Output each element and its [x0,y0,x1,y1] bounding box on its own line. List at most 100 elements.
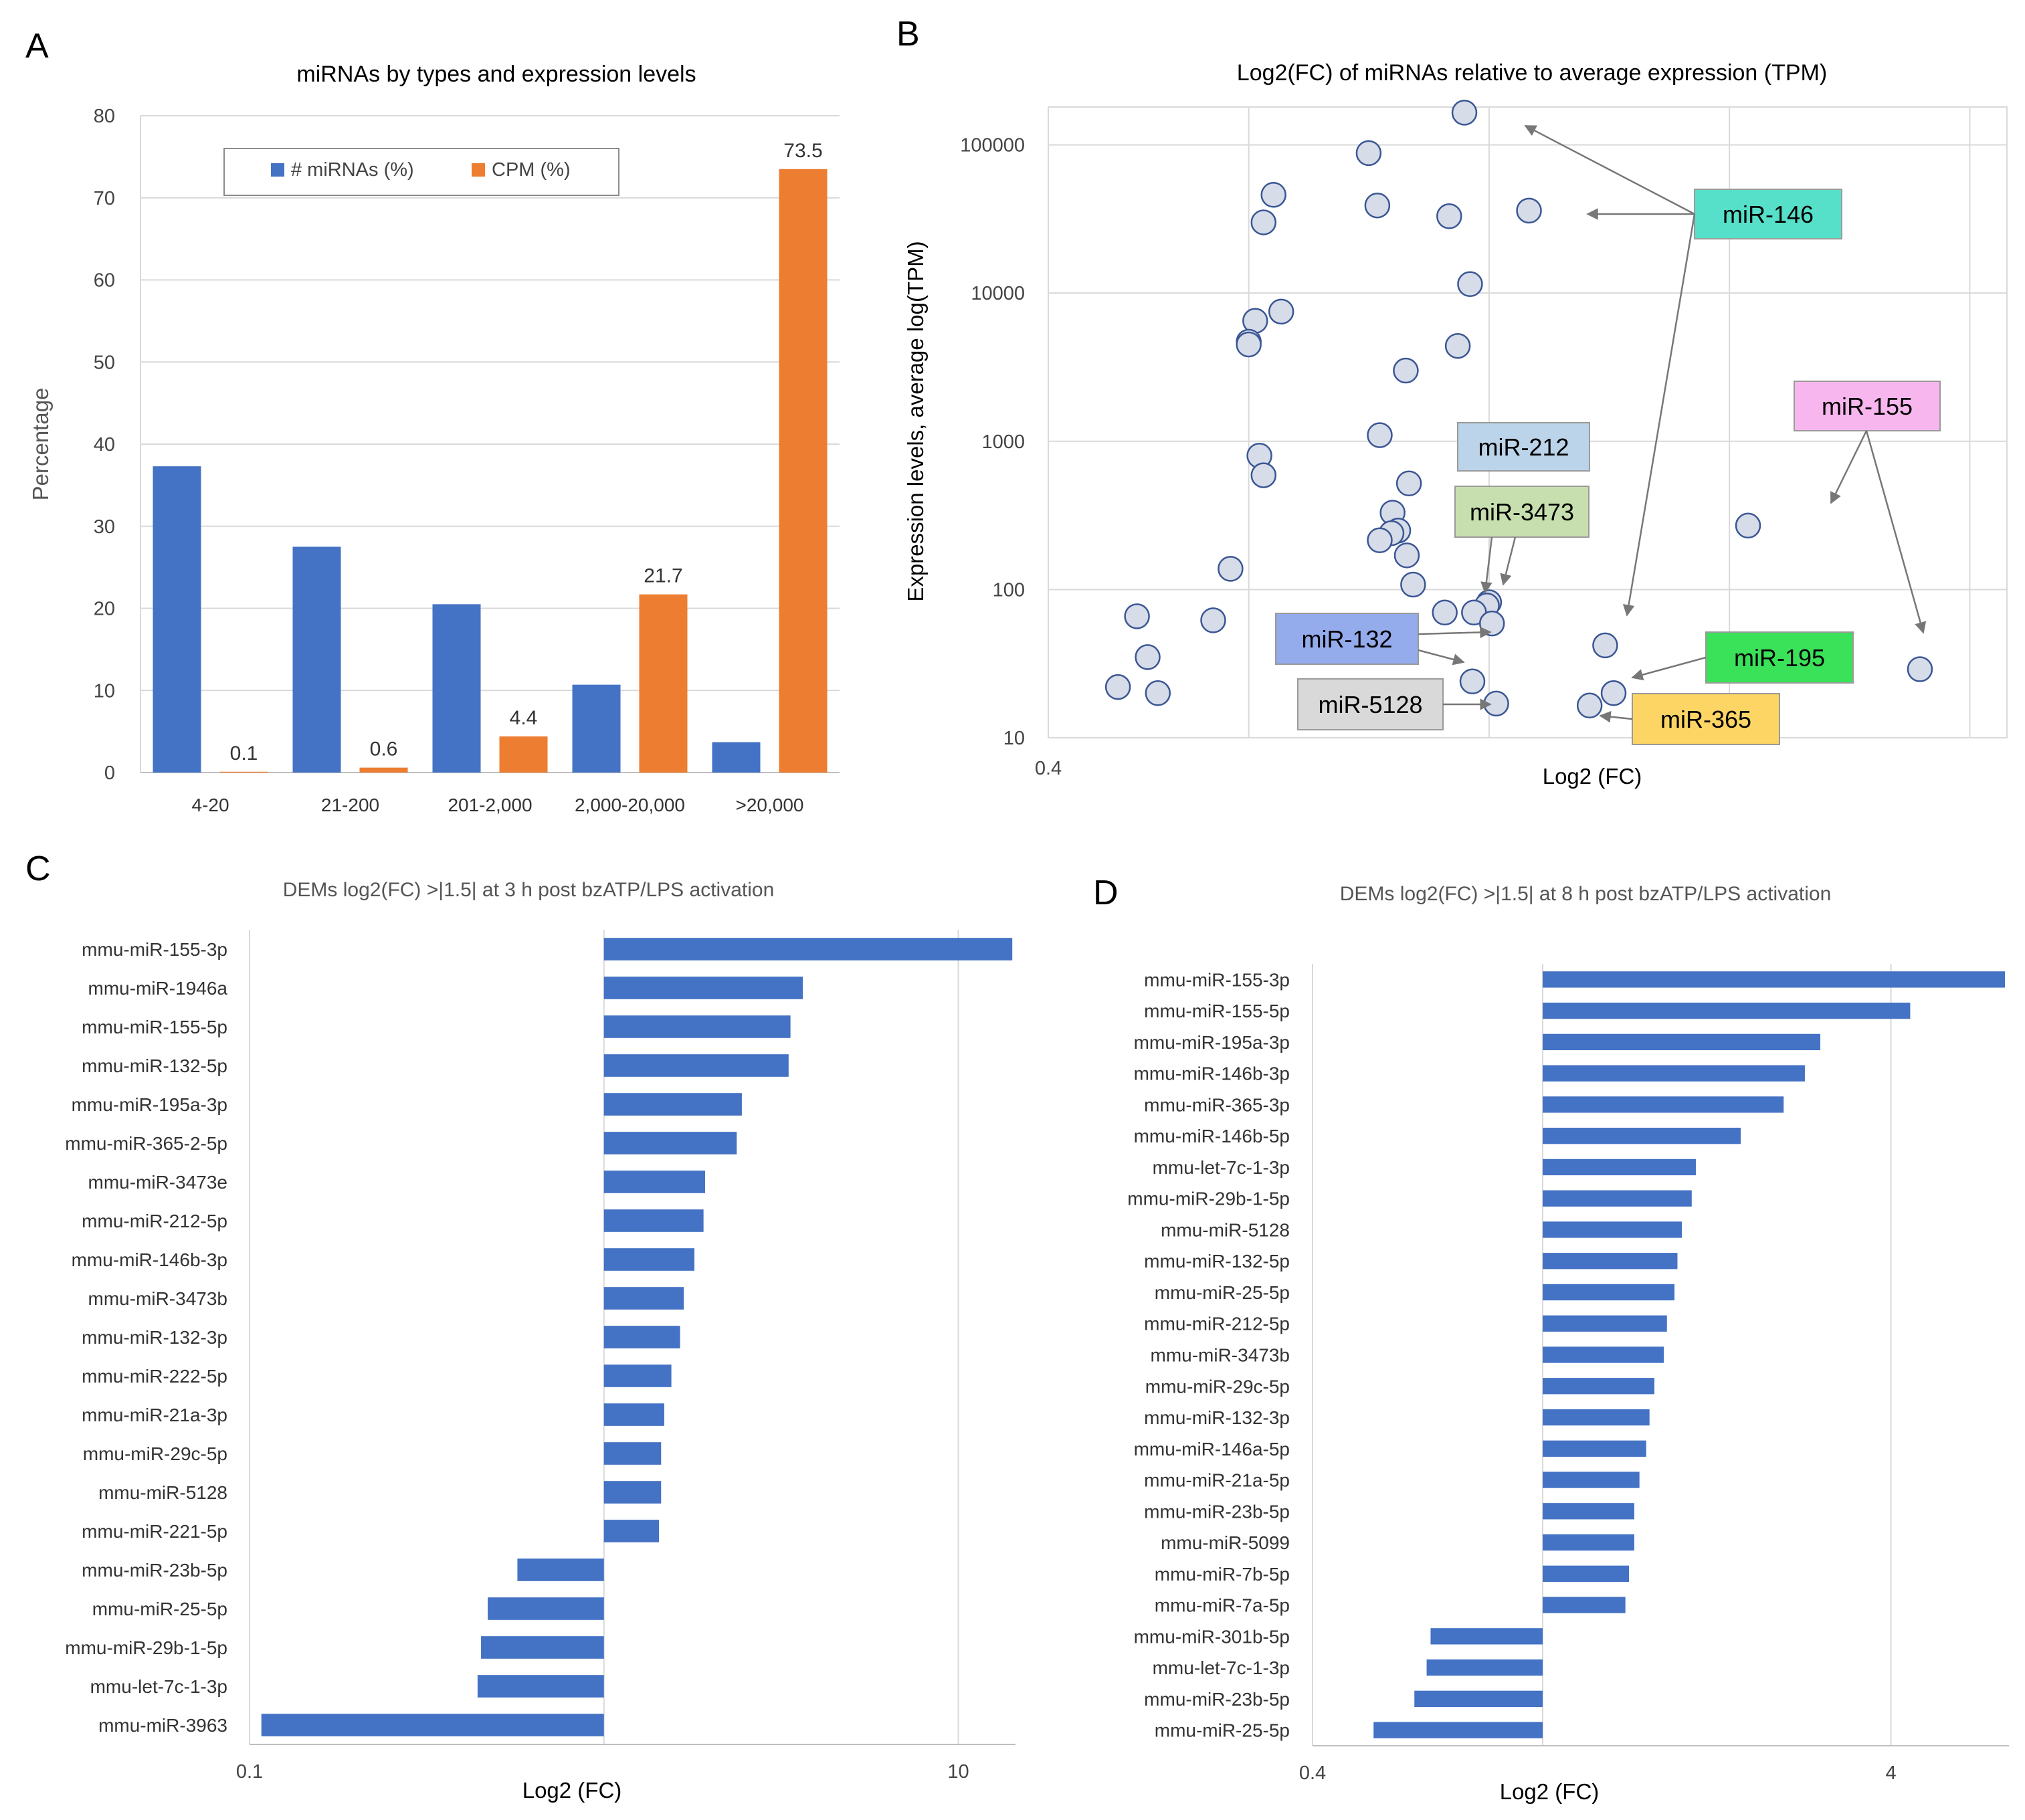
data-point [1104,674,1131,700]
category-label: mmu-miR-195a-3p [72,1094,227,1115]
bar [1426,1659,1543,1676]
category-label: mmu-miR-132-3p [82,1327,227,1348]
x-category-label: 2,000-20,000 [575,795,685,815]
legend-swatch [271,163,284,177]
chart-title: Log2(FC) of miRNAs relative to average e… [1237,60,1827,86]
category-label: mmu-miR-365-3p [1144,1094,1290,1115]
y-tick-label: 60 [94,270,115,292]
bar [153,466,201,773]
category-label: mmu-miR-155-5p [1144,1001,1290,1021]
category-label: mmu-miR-7b-5p [1155,1564,1290,1585]
data-point [1260,182,1286,208]
x-axis-label: Log2 (FC) [1500,1779,1600,1804]
x-tick-label: 0.4 [1299,1762,1326,1784]
bar [603,1015,791,1038]
data-point [1367,527,1393,553]
panel-label-d: D [1093,874,1119,912]
data-point [1459,668,1486,694]
bar [1543,1065,1805,1082]
category-label: mmu-miR-146b-3p [1134,1064,1290,1084]
bar [1414,1690,1543,1708]
bar [1543,1346,1664,1363]
data-point [1250,209,1277,235]
legend-box [223,148,619,196]
category-label: mmu-let-7c-1-3p [90,1676,227,1697]
chart-title: DEMs log2(FC) >|1.5| at 3 h post bzATP/L… [283,879,775,901]
callout-arrow [1418,626,1492,639]
panel-label-b: B [896,15,920,54]
bar [603,1093,742,1116]
bar [1543,1253,1678,1270]
category-label: mmu-miR-3963 [98,1715,227,1736]
data-point [1436,203,1462,229]
bar [1543,1378,1654,1395]
bar [488,1597,604,1620]
category-label: mmu-miR-5128 [98,1482,227,1503]
callout-box [1454,486,1589,538]
category-label: mmu-miR-365-2-5p [65,1133,227,1154]
category-label: mmu-miR-212-5p [82,1211,227,1231]
bar [603,1442,662,1465]
data-point [1393,357,1419,384]
bar [712,742,761,773]
data-point [1600,680,1627,706]
x-tick-label: 4 [1885,1762,1896,1784]
data-point [1444,332,1471,359]
callout-arrow [1631,656,1707,681]
bar [1543,1472,1640,1488]
category-label: mmu-miR-25-5p [1155,1282,1290,1303]
category-label: mmu-miR-212-5p [1144,1314,1290,1334]
y-tick-label: 50 [94,352,115,373]
bar [1543,1315,1667,1332]
x-tick-label: 10 [947,1761,969,1783]
category-label: mmu-miR-3473b [1151,1345,1290,1366]
chart-title: miRNAs by types and expression levels [296,62,696,87]
y-axis-label: Expression levels, average log(TPM) [903,241,928,601]
data-point [1451,100,1478,126]
bar [779,169,828,773]
callout-label: miR-3473 [1470,498,1574,526]
data-point [1400,571,1426,598]
y-tick-label: 70 [94,188,115,209]
category-label: mmu-miR-146a-5p [1134,1439,1290,1459]
category-label: mmu-let-7c-1-3p [1153,1657,1290,1678]
panel-a-chart: miRNAs by types and expression levels 0 10… [28,62,840,815]
chart-title: DEMs log2(FC) >|1.5| at 8 h post bzATP/L… [1340,883,1832,905]
category-label: mmu-miR-1946a [88,978,228,999]
bar [1543,1503,1634,1520]
callout-arrow [1480,536,1493,594]
bar [1543,1128,1741,1144]
bar [1543,1190,1692,1207]
data-point [1516,197,1542,224]
bar [603,1054,789,1077]
bar [1543,1096,1784,1113]
y-tick-label: 80 [94,106,115,127]
callout-label: miR-155 [1822,393,1913,420]
bar [1543,971,2006,988]
bar [1543,1033,1821,1051]
category-label: mmu-miR-23b-5p [82,1560,227,1581]
x-category-label: 4-20 [191,795,229,815]
legend-swatch [472,163,485,177]
category-label: mmu-miR-5099 [1161,1532,1290,1553]
category-label: mmu-miR-21a-5p [1144,1470,1290,1491]
category-label: mmu-miR-23b-5p [1144,1501,1290,1522]
bar [481,1636,604,1659]
category-label: mmu-miR-29b-1-5p [65,1637,227,1658]
bar [499,736,548,773]
bar [603,1248,694,1271]
category-label: mmu-miR-5128 [1161,1219,1290,1240]
bar [1543,1284,1675,1301]
bar [603,1481,662,1504]
data-label: 0.1 [230,742,258,765]
data-point [1124,603,1150,629]
bar [1543,1409,1650,1426]
bar [603,977,803,999]
data-point [1236,331,1262,358]
bar [603,1403,664,1426]
bar [1543,1221,1682,1238]
x-tick-label: 0.4 [1035,758,1062,779]
bar [1373,1722,1543,1738]
y-tick-label: 10000 [971,283,1025,304]
data-point [1592,632,1618,659]
